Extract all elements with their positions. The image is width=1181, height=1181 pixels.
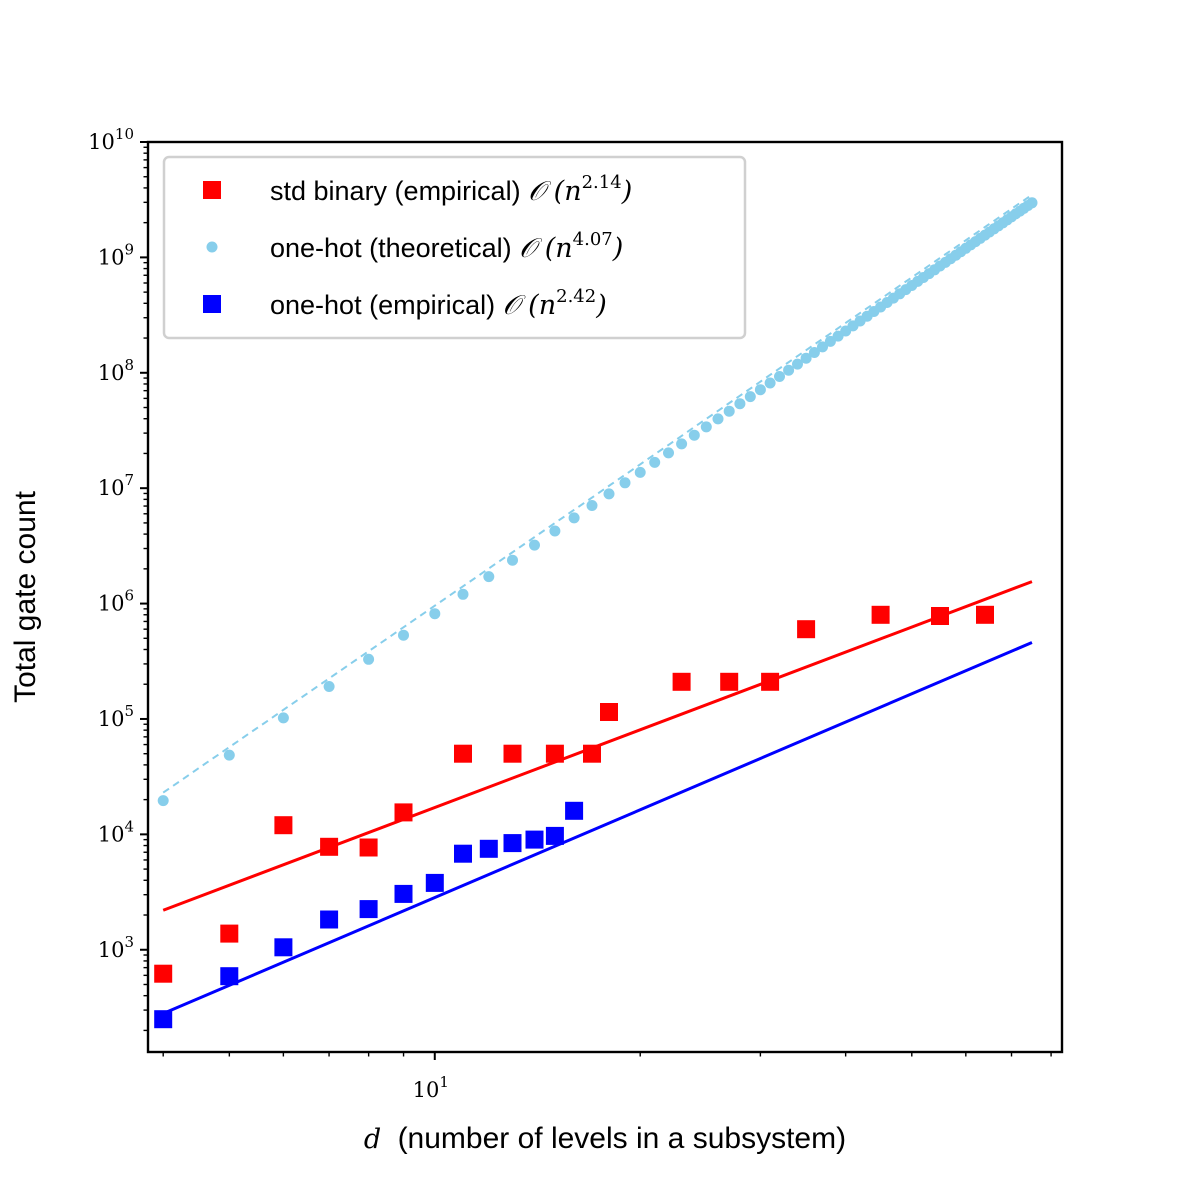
y-tick-label: 1010 [88,125,134,154]
theoretical-point [223,749,235,761]
legend-marker-circle [206,241,218,253]
legend-box [162,155,747,340]
y-tick-label: 107 [98,471,134,500]
theoretical-point [483,571,495,583]
theoretical-point [634,466,646,478]
one-hot-empirical-point [359,900,378,919]
one-hot-empirical-point [320,910,339,929]
std-binary-point [154,964,173,983]
legend-marker-square [203,181,221,199]
std-binary-point [976,605,994,624]
one-hot-empirical-point [220,967,239,986]
std-binary-point [359,838,378,857]
std-binary-point [720,672,739,691]
one-hot-empirical-point [565,801,584,820]
legend-entry: one-hot (theoretical) 𝒪 (n4.07) [270,229,623,264]
theoretical-point [157,795,169,807]
y-tick-label: 106 [98,587,134,616]
theoretical-point [744,391,756,403]
std-binary-point [503,744,522,763]
theoretical-point [529,539,540,551]
theoretical-point [619,477,631,489]
theoretical-point [808,347,820,358]
one-hot-empirical-point [274,938,293,957]
theoretical-point [398,629,409,641]
one-hot-empirical-point [545,826,564,845]
y-tick-label: 103 [98,933,134,962]
theoretical-point [429,608,441,620]
one-hot-empirical-point [154,1010,173,1029]
legend-entry: one-hot (empirical) 𝒪 (n2.42) [270,286,607,321]
one-hot-empirical-point [425,873,444,892]
legend: std binary (empirical) 𝒪 (n2.14) one-hot … [162,155,747,340]
theoretical-point [603,488,615,500]
std-binary-point [220,924,239,943]
one-hot-empirical-fit-line [162,641,1033,1015]
std-binary-point [797,620,816,639]
legend-entry: std binary (empirical) 𝒪 (n2.14) [270,172,632,207]
x-axis-variable: d [364,1124,381,1155]
theoretical-point [712,413,724,425]
one-hot-empirical-point [479,839,498,858]
theoretical-point [457,588,469,600]
std-binary-point [600,703,618,721]
y-axis-label: Total gate count [9,490,42,702]
one-hot-empirical-point [394,884,413,903]
std-binary-point [454,744,472,763]
theoretical-point [688,429,700,441]
y-tick-label: 105 [98,702,134,731]
theoretical-point [792,358,803,370]
theoretical-point [774,371,785,382]
theoretical-point [817,341,828,353]
x-tick-label: 101 [413,1073,449,1102]
theoretical-point [676,438,688,450]
theoretical-point [800,352,812,364]
y-tick-label: 108 [98,356,134,385]
theoretical-fit-line [162,193,1033,794]
theoretical-point [323,681,335,692]
std-binary-point [274,816,293,835]
theoretical-point [723,405,735,417]
std-binary-point [871,605,890,624]
plot-area [154,193,1038,1029]
std-binary-point [394,803,413,822]
theoretical-point [277,712,289,724]
std-binary-point [583,744,601,763]
std-binary-point [672,672,691,691]
theoretical-point [586,500,598,511]
one-hot-empirical-point [454,844,472,863]
theoretical-point [549,525,561,537]
theoretical-point [363,653,375,665]
theoretical-point [568,512,580,524]
legend-marker-square [203,295,221,313]
one-hot-empirical-point [525,830,544,849]
theoretical-point [764,377,776,389]
y-tick-label: 109 [98,240,134,269]
std-binary-point [931,607,949,625]
theoretical-point [783,364,795,376]
x-axis-label: d (number of levels in a subsystem) [364,1122,846,1155]
theoretical-point [649,456,661,468]
theoretical-point [700,421,712,433]
std-binary-point [320,837,339,856]
plot-frame [146,140,1064,1054]
x-axis-label-text: (number of levels in a subsystem) [398,1122,847,1155]
one-hot-empirical-point [503,834,522,853]
theoretical-point [754,384,766,396]
theoretical-point [507,554,518,566]
y-tick-label: 104 [98,817,134,846]
std-binary-point [761,672,780,691]
std-binary-point [545,744,564,763]
theoretical-point [824,335,836,347]
axes-ticks: 103 104 105 106 107 108 109 1010 101 [88,125,1052,1102]
theoretical-point [734,398,746,410]
theoretical-point [1026,197,1038,209]
theoretical-point [663,447,674,459]
